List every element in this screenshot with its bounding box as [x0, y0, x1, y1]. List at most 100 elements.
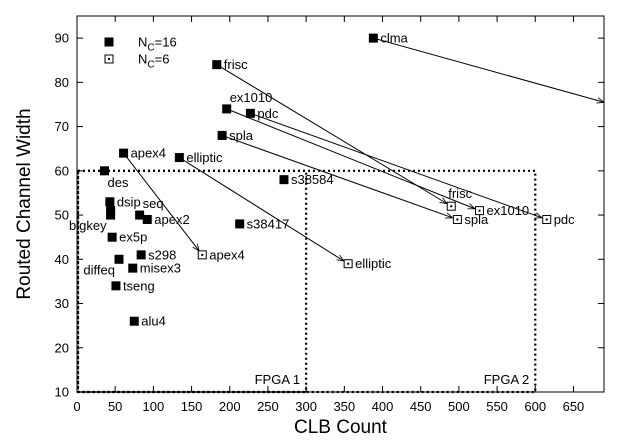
- nc16-label-frisc: frisc: [224, 57, 248, 72]
- nc16-point-s38584: [279, 175, 289, 185]
- x-tick-label: 450: [410, 399, 432, 414]
- nc16-label-apex2: apex2: [154, 212, 189, 227]
- migration-arrow-5: [221, 134, 453, 217]
- y-tick-label: 10: [55, 385, 69, 400]
- nc16-point-tseng: [111, 281, 121, 291]
- nc16-label-s38584: s38584: [291, 172, 334, 187]
- nc16-label-clma: clma: [380, 31, 408, 46]
- nc6-point-spla-dot: [456, 218, 459, 221]
- nc16-point-pdc: [245, 108, 255, 118]
- nc16-point-alu4: [129, 316, 139, 326]
- nc16-point-spla: [217, 130, 227, 140]
- nc16-label-s298: s298: [148, 247, 176, 262]
- migration-arrow-4: [250, 112, 542, 217]
- nc16-label-bigkey: bigkey: [69, 218, 107, 233]
- nc16-label-des: des: [107, 175, 128, 190]
- migration-arrow-3: [226, 108, 475, 210]
- migration-arrow-6: [123, 152, 200, 251]
- y-tick-label: 90: [55, 31, 69, 46]
- nc16-label-diffeq: diffeq: [83, 262, 115, 277]
- x-tick-label: 200: [219, 399, 241, 414]
- nc6-label-spla: spla: [464, 212, 489, 227]
- y-tick-label: 30: [55, 296, 69, 311]
- nc6-point-ex1010: [475, 206, 485, 216]
- nc16-label-pdc: pdc: [257, 106, 278, 121]
- nc6-point-pdc-dot: [545, 218, 548, 221]
- nc6-point-spla: [452, 214, 462, 224]
- legend-marker-nc6-dot: [108, 58, 110, 60]
- nc16-label-ex1010: ex1010: [230, 90, 273, 105]
- region-2-outline: [76, 169, 537, 394]
- nc16-point-apex2: [142, 214, 152, 224]
- nc16-label-alu4: alu4: [141, 314, 166, 329]
- nc16-label-tseng: tseng: [123, 278, 155, 293]
- x-tick-label: 50: [108, 399, 122, 414]
- legend-marker-nc6: [104, 54, 114, 64]
- y-axis-label: Routed Channel Width: [14, 108, 35, 299]
- nc16-point-bigkey: [106, 210, 116, 220]
- legend-label-nc6: NC=6: [138, 52, 169, 71]
- nc6-label-pdc: pdc: [554, 212, 575, 227]
- points-layer: [99, 33, 552, 326]
- x-tick-label: 0: [73, 399, 80, 414]
- x-tick-label: 550: [486, 399, 508, 414]
- nc16-label-spla: spla: [229, 128, 254, 143]
- nc6-point-frisc: [446, 201, 456, 211]
- y-tick-label: 60: [55, 163, 69, 178]
- nc6-point-apex4: [197, 250, 207, 260]
- y-tick-label: 40: [55, 252, 69, 267]
- nc16-point-diffeq: [114, 254, 124, 264]
- nc6-label-ex1010: ex1010: [487, 203, 530, 218]
- nc16-point-s38417: [235, 219, 245, 229]
- region-2-label: FPGA 2: [484, 372, 530, 387]
- nc6-label-frisc: frisc: [448, 186, 472, 201]
- nc16-point-elliptic: [174, 153, 184, 163]
- legend-marker-nc16: [104, 37, 114, 47]
- x-tick-label: 650: [563, 399, 585, 414]
- x-tick-label: 400: [372, 399, 394, 414]
- nc16-point-dsip: [105, 197, 115, 207]
- migration-arrow-2: [216, 64, 447, 204]
- nc16-point-ex5p: [107, 232, 117, 242]
- nc6-point-pdc: [542, 214, 552, 224]
- ticks-layer: 0 50 100 150 200 250 300 350 400 450 500 550 600 650 1…: [55, 16, 604, 414]
- nc6-point-apex4-dot: [201, 253, 204, 256]
- nc16-point-ex1010: [222, 104, 232, 114]
- nc16-point-misex3: [128, 263, 138, 273]
- y-tick-label: 80: [55, 75, 69, 90]
- nc16-label-seq: seq: [143, 196, 164, 211]
- nc6-point-ex1010-dot: [478, 209, 481, 212]
- legend-label-nc16: NC=16: [138, 35, 177, 54]
- x-tick-label: 500: [448, 399, 470, 414]
- plot-frame: [76, 15, 605, 393]
- x-tick-label: 300: [295, 399, 317, 414]
- arrows-layer: [123, 37, 604, 262]
- nc16-label-apex4: apex4: [131, 146, 166, 161]
- x-axis-label: CLB Count: [294, 417, 388, 438]
- x-tick-label: 250: [257, 399, 279, 414]
- nc6-point-elliptic: [343, 259, 353, 269]
- nc16-point-clma: [368, 33, 378, 43]
- nc16-label-dsip: dsip: [117, 194, 141, 209]
- nc16-point-des: [99, 166, 109, 176]
- x-tick-label: 100: [143, 399, 165, 414]
- migration-arrow-1: [373, 37, 604, 102]
- y-tick-label: 50: [55, 208, 69, 223]
- nc16-label-misex3: misex3: [140, 261, 181, 276]
- x-tick-label: 600: [524, 399, 546, 414]
- nc16-point-s298: [136, 250, 146, 260]
- nc6-label-apex4: apex4: [209, 247, 244, 262]
- y-tick-label: 20: [55, 340, 69, 355]
- nc6-label-elliptic: elliptic: [355, 256, 392, 271]
- nc6-point-elliptic-dot: [347, 262, 350, 265]
- nc16-label-elliptic: elliptic: [186, 150, 223, 165]
- nc16-label-s38417: s38417: [247, 216, 290, 231]
- y-tick-label: 70: [55, 119, 69, 134]
- nc6-point-frisc-dot: [450, 205, 453, 208]
- region-1-label: FPGA 1: [255, 372, 301, 387]
- x-tick-label: 150: [181, 399, 203, 414]
- nc16-point-seq: [135, 210, 145, 220]
- migration-arrow-7: [179, 157, 344, 262]
